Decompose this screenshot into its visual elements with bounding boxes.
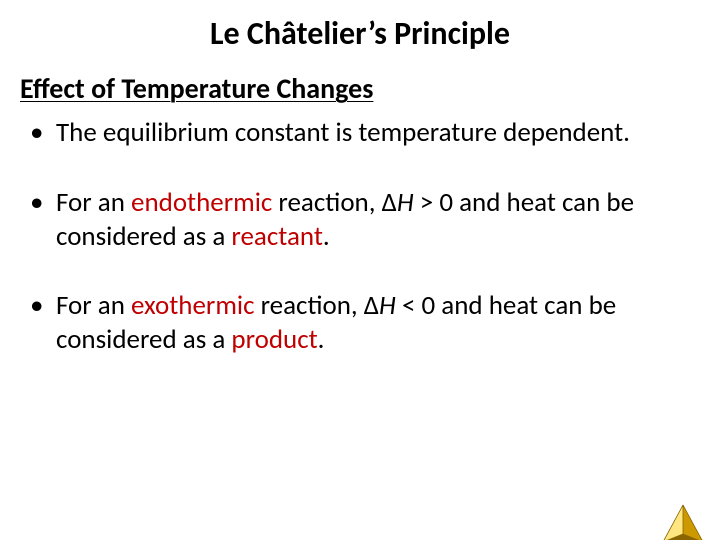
bullet-text-mid: reaction, [255,289,364,322]
bullet-text-tail: . [323,220,330,253]
bullet-highlight: endothermic [131,186,272,219]
delta-h-italic: H [397,186,414,219]
slide-title: Le Châtelier’s Principle [0,14,720,53]
slide: Le Châtelier’s Principle Effect of Tempe… [0,14,720,540]
bullet-text-pre: For an [56,186,131,219]
bullet-highlight: exothermic [131,289,255,322]
slide-subtitle: Effect of Temperature Changes [20,71,700,106]
pyramid-icon [660,502,706,540]
bullet-text-tail: . [318,323,325,356]
bullet-text-pre: For an [56,289,131,322]
delta-h-symbol: ΔH [382,186,414,219]
bullet-item: The equilibrium constant is temperature … [28,116,692,150]
bullet-item: For an endothermic reaction, ΔH > 0 and … [28,186,692,254]
delta-h-italic: H [379,289,396,322]
bullet-highlight: product [231,323,317,356]
bullet-list: The equilibrium constant is temperature … [28,116,692,357]
bullet-item: For an exothermic reaction, ΔH < 0 and h… [28,289,692,357]
bullet-text: The equilibrium constant is temperature … [56,116,630,149]
bullet-highlight: reactant [231,220,322,253]
delta-h-symbol: ΔH [364,289,396,322]
bullet-text-mid: reaction, [272,186,381,219]
